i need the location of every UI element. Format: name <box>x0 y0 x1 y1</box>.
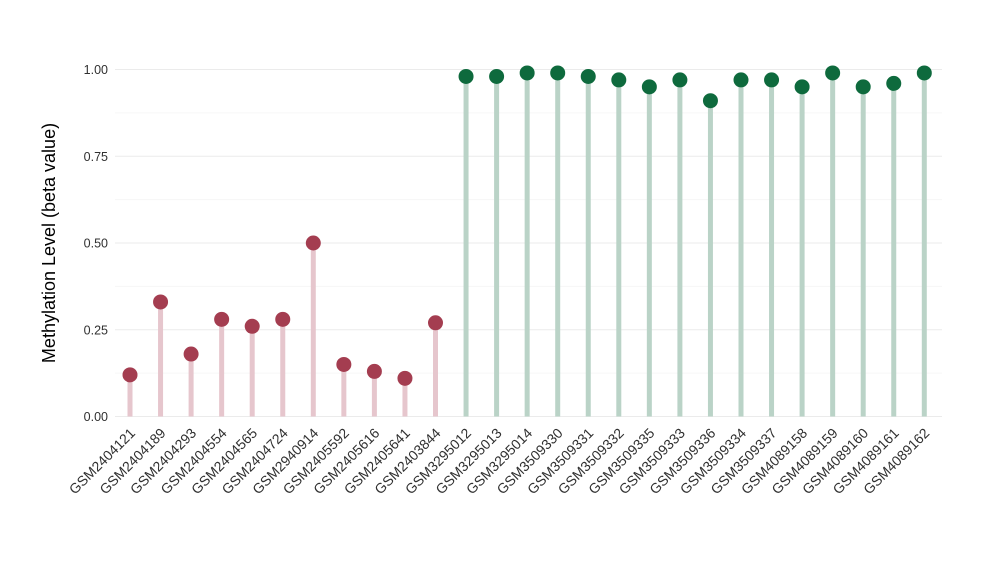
data-point-GSM2404293 <box>183 346 199 362</box>
data-point-GSM2405641 <box>397 370 413 386</box>
data-point-GSM3295014 <box>519 65 535 81</box>
data-point-GSM2404565 <box>244 318 260 334</box>
data-point-GSM3295013 <box>489 68 505 84</box>
y-tick-label: 0.50 <box>84 237 108 251</box>
data-point-GSM2940914 <box>305 235 321 251</box>
data-point-GSM3509333 <box>672 72 688 88</box>
data-point-GSM3509331 <box>580 68 596 84</box>
data-point-GSM3509337 <box>764 72 780 88</box>
data-point-GSM2405592 <box>336 356 352 372</box>
data-point-GSM4089158 <box>794 79 810 95</box>
data-point-GSM2404724 <box>275 311 291 327</box>
data-point-GSM4089161 <box>886 75 902 91</box>
data-point-GSM2404189 <box>153 294 169 310</box>
y-tick-label: 0.00 <box>84 410 108 424</box>
data-point-GSM3509334 <box>733 72 749 88</box>
y-axis-title: Methylation Level (beta value) <box>39 123 59 363</box>
y-tick-label: 0.25 <box>84 323 108 337</box>
data-point-GSM3509330 <box>550 65 566 81</box>
data-point-GSM4089160 <box>855 79 871 95</box>
data-point-GSM2404121 <box>122 367 138 383</box>
data-point-GSM3509332 <box>611 72 627 88</box>
data-point-GSM2405616 <box>366 363 382 379</box>
data-point-GSM2403844 <box>428 315 443 331</box>
y-tick-label: 1.00 <box>84 63 108 77</box>
data-point-GSM4089162 <box>916 65 932 81</box>
data-point-GSM2404554 <box>214 311 230 327</box>
data-point-GSM3509336 <box>702 93 718 109</box>
y-tick-label: 0.75 <box>84 150 108 164</box>
data-point-GSM3509335 <box>641 79 657 95</box>
data-point-GSM4089159 <box>825 65 841 81</box>
data-point-GSM3295012 <box>458 68 474 84</box>
